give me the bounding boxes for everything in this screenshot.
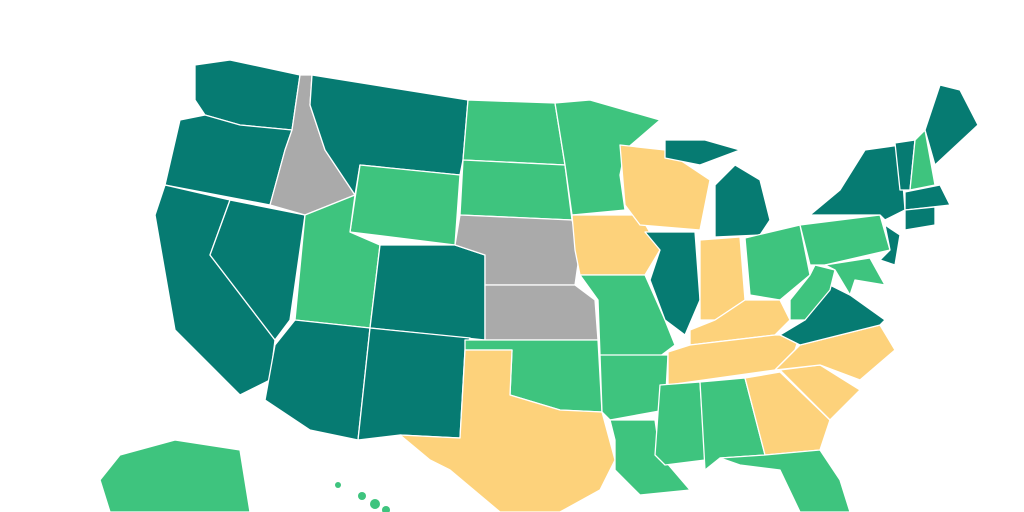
island — [370, 499, 380, 509]
state — [744, 371, 831, 456]
state — [744, 224, 811, 301]
state — [609, 419, 691, 496]
state — [264, 319, 371, 441]
island — [335, 482, 341, 488]
state — [654, 381, 706, 466]
state — [824, 257, 886, 296]
state — [554, 99, 661, 216]
state — [399, 349, 616, 512]
state — [879, 224, 901, 266]
state — [909, 129, 936, 191]
state — [357, 327, 471, 441]
state — [644, 231, 701, 336]
state — [349, 164, 461, 246]
state — [809, 144, 906, 221]
state — [799, 214, 891, 266]
state — [719, 449, 851, 512]
state — [924, 84, 979, 166]
state — [484, 284, 599, 341]
state — [459, 159, 573, 221]
state — [462, 99, 566, 166]
state — [664, 139, 771, 238]
state — [369, 244, 486, 341]
state — [99, 439, 251, 512]
state — [599, 354, 669, 421]
state — [789, 264, 836, 321]
state — [579, 274, 676, 361]
state — [904, 206, 936, 231]
island — [358, 492, 366, 500]
state — [209, 199, 306, 341]
state — [904, 184, 951, 211]
island — [382, 506, 390, 512]
